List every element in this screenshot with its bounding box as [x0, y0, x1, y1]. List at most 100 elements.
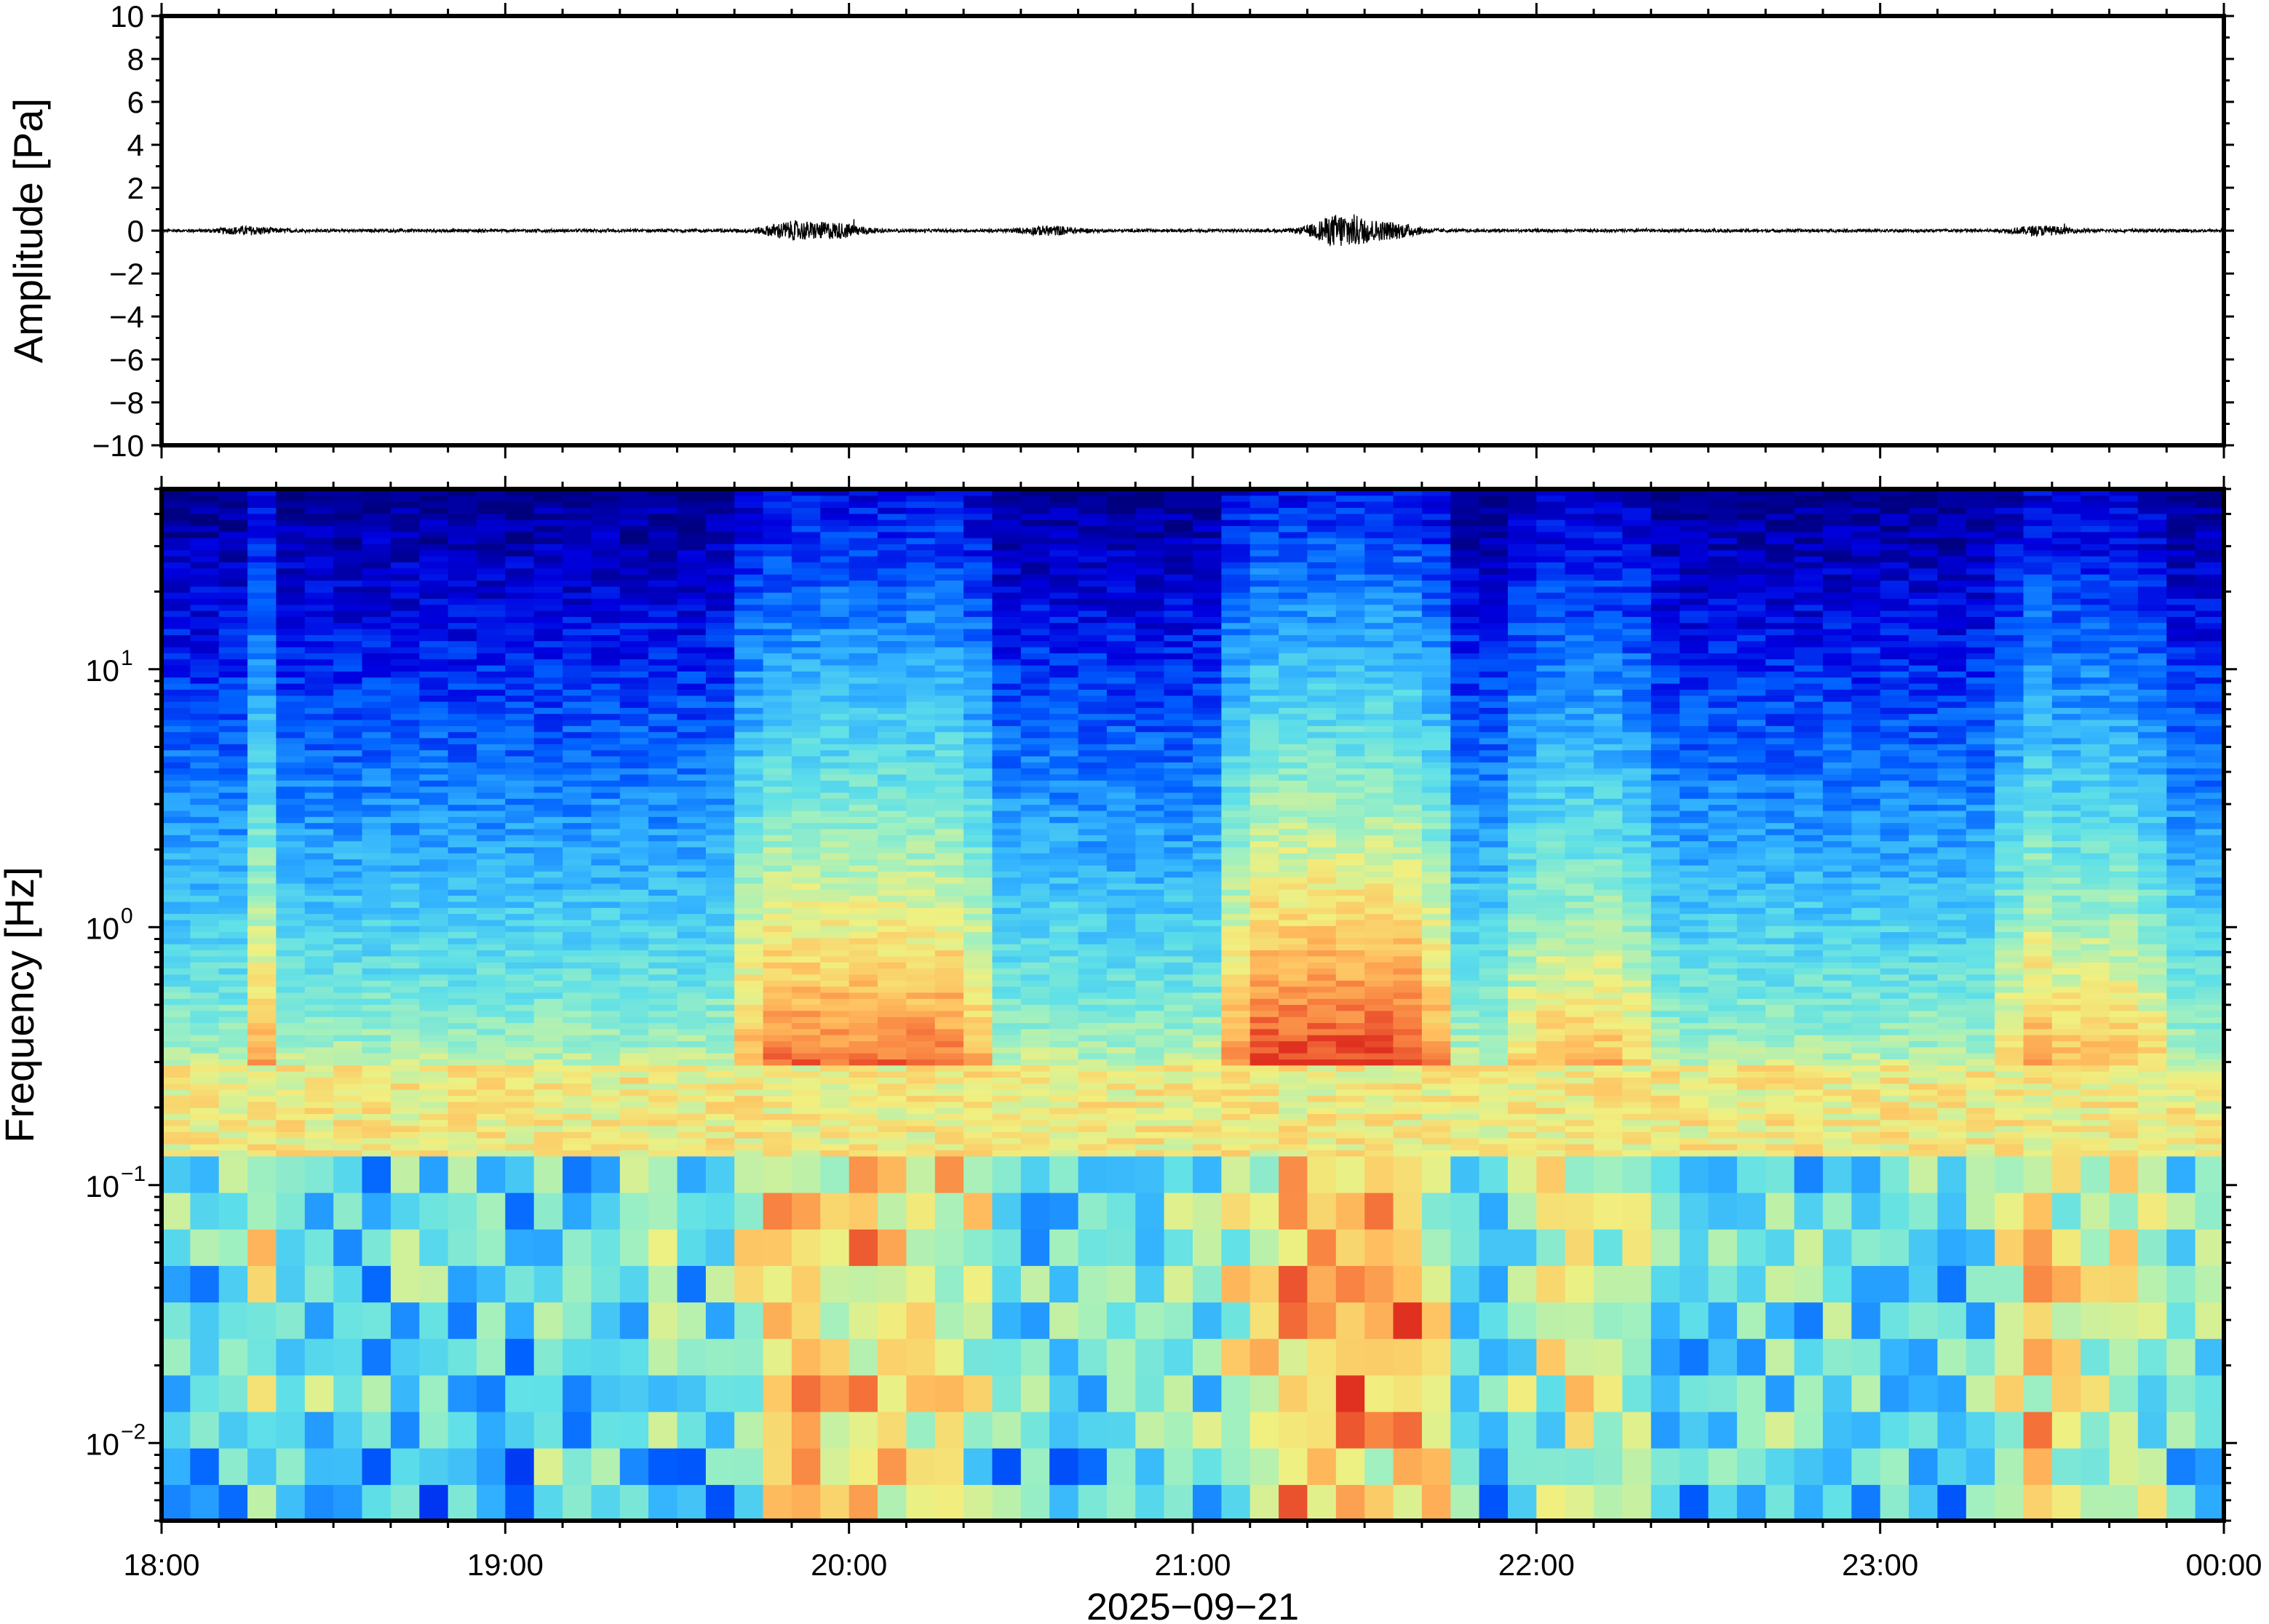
spectrogram-cell: [333, 768, 363, 775]
spectrogram-cell: [362, 834, 392, 842]
spectrogram-cell: [878, 810, 907, 817]
spectrogram-cell: [1078, 598, 1108, 605]
spectrogram-cell: [1135, 998, 1165, 1006]
spectrogram-cell: [906, 974, 936, 981]
spectrogram-cell: [591, 768, 621, 775]
spectrogram-cell: [218, 670, 249, 678]
spectrogram-cell: [906, 864, 936, 872]
spectrogram-cell: [1106, 797, 1137, 805]
spectrogram-cell: [1135, 555, 1165, 562]
spectrogram-cell: [906, 592, 936, 599]
spectrogram-cell: [505, 974, 535, 981]
spectrogram-cell: [677, 755, 707, 763]
spectrogram-cell: [1164, 646, 1193, 653]
spectrogram-cell: [533, 1113, 564, 1121]
spectrogram-cell: [333, 998, 363, 1006]
spectrogram-cell: [162, 1411, 191, 1449]
spectrogram-cell: [505, 852, 535, 860]
spectrogram-cell: [1078, 519, 1108, 526]
spectrogram-cell: [448, 531, 477, 538]
spectrogram-cell: [1307, 864, 1337, 872]
spectrogram-cell: [247, 616, 277, 624]
spectrogram-cell: [1221, 1083, 1251, 1090]
spectrogram-cell: [1135, 1192, 1165, 1230]
spectrogram-cell: [276, 628, 306, 635]
spectrogram-cell: [820, 682, 850, 690]
spectrogram-cell: [734, 974, 764, 981]
spectrogram-cell: [849, 1016, 879, 1024]
spectrogram-cell: [247, 955, 277, 963]
spectrogram-cell: [878, 664, 907, 672]
spectrogram-cell: [362, 755, 392, 763]
spectrogram-cell: [906, 1070, 936, 1078]
spectrogram-cell: [906, 870, 936, 878]
spectrogram-cell: [1049, 1119, 1079, 1126]
spectrogram-cell: [791, 725, 822, 733]
spectrogram-cell: [763, 1150, 792, 1157]
spectrogram-cell: [591, 786, 621, 793]
spectrogram-cell: [1078, 646, 1108, 653]
spectrogram-cell: [1249, 1228, 1280, 1266]
spectrogram-cell: [791, 1447, 822, 1485]
spectrogram-cell: [162, 779, 191, 787]
spectrogram-cell: [677, 1137, 707, 1145]
spectrogram-cell: [563, 925, 592, 933]
spectrogram-cell: [906, 568, 936, 575]
spectrogram-cell: [190, 713, 220, 720]
spectrogram-cell: [963, 701, 993, 708]
spectrogram-cell: [563, 706, 592, 715]
spectrogram-cell: [1078, 664, 1108, 672]
spectrogram-cell: [1249, 1070, 1280, 1078]
spectrogram-cell: [1135, 1119, 1165, 1126]
spectrogram-cell: [1164, 501, 1193, 508]
spectrogram-cell: [992, 501, 1022, 508]
spectrogram-cell: [218, 1028, 249, 1035]
spectrogram-cell: [419, 1059, 449, 1066]
spectrogram-cell: [906, 998, 936, 1006]
spectrogram-cell: [1221, 664, 1251, 672]
spectrogram-cell: [849, 1302, 879, 1340]
spectrogram-cell: [247, 501, 277, 508]
spectrogram-cell: [162, 628, 191, 635]
spectrogram-cell: [591, 1143, 621, 1150]
spectrogram-cell: [1135, 852, 1165, 860]
spectrogram-cell: [1249, 755, 1280, 763]
spectrogram-cell: [563, 1192, 592, 1230]
spectrogram-cell: [505, 616, 535, 624]
spectrogram-cell: [791, 968, 822, 975]
spectrogram-cell: [1307, 895, 1337, 902]
spectrogram-cell: [419, 1077, 449, 1084]
spectrogram-cell: [1193, 640, 1223, 648]
spectrogram-cell: [419, 749, 449, 757]
spectrogram-cell: [619, 555, 650, 562]
spectrogram-cell: [218, 1004, 249, 1011]
spectrogram-cell: [705, 1034, 736, 1042]
spectrogram-cell: [677, 1016, 707, 1024]
spectrogram-cell: [1020, 489, 1051, 496]
spectrogram-cell: [1279, 1083, 1308, 1090]
spectrogram-cell: [705, 706, 736, 715]
spectrogram-cell: [820, 555, 850, 562]
spectrogram-cell: [477, 925, 506, 933]
spectrogram-cell: [619, 1070, 650, 1078]
spectrogram-cell: [677, 998, 707, 1006]
spectrogram-cell: [963, 519, 993, 526]
spectrogram-cell: [677, 846, 707, 853]
spectrogram-cell: [992, 1095, 1022, 1102]
spectrogram-cell: [1164, 943, 1193, 951]
spectrogram-cell: [1193, 1192, 1223, 1230]
spectrogram-cell: [390, 913, 421, 920]
spectrogram-cell: [1106, 1088, 1137, 1096]
spectrogram-cell: [1020, 652, 1051, 660]
spectrogram-cell: [448, 913, 477, 920]
spectrogram-cell: [218, 580, 249, 587]
spectrogram-cell: [1249, 682, 1280, 690]
spectrogram-cell: [1078, 1083, 1108, 1090]
spectrogram-cell: [734, 877, 764, 884]
spectrogram-cell: [1049, 634, 1079, 642]
spectrogram-cell: [1307, 1010, 1337, 1017]
spectrogram-cell: [533, 652, 564, 660]
spectrogram-cell: [619, 544, 650, 551]
spectrogram-cell: [304, 634, 335, 642]
